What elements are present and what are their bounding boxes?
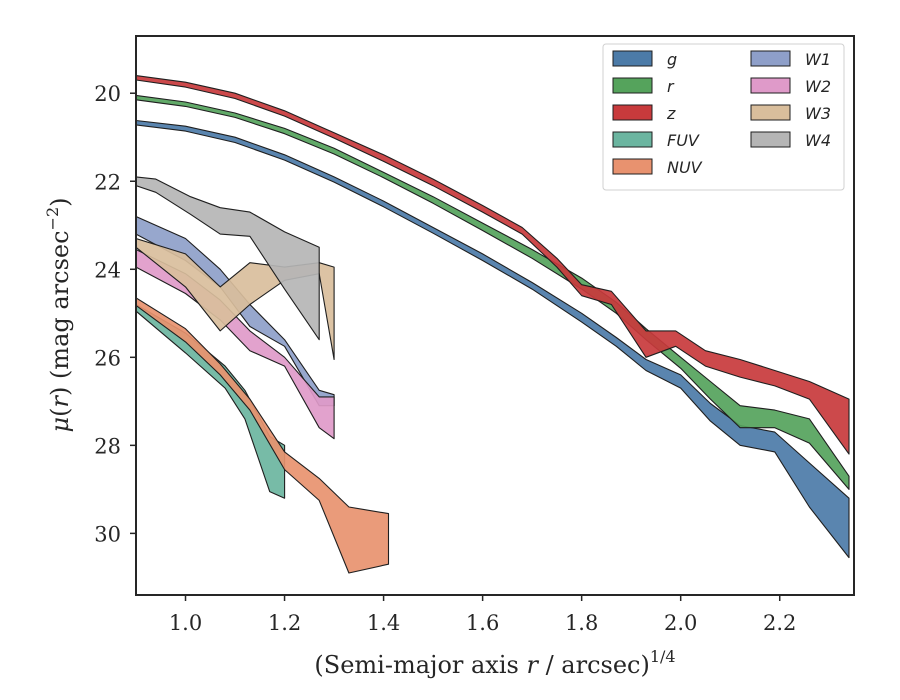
legend: grz FUV NUV W1 W2 W3 W4 (602, 43, 845, 191)
x-axis-label: (Semi-major axis r / arcsec)1/4 (314, 647, 675, 679)
y-axis-ticks: 20 22 24 26 28 30 (94, 82, 136, 546)
y-tick-label: 28 (94, 434, 121, 458)
legend-swatch (612, 104, 653, 121)
legend-item-w4: W4 (750, 131, 831, 150)
legend-swatch (750, 77, 791, 94)
series-band-w4 (136, 176, 320, 341)
legend-swatch (612, 131, 653, 148)
series-band-g (136, 119, 850, 559)
legend-label: r (667, 77, 675, 96)
plot-frame (135, 35, 855, 596)
legend-label: g (667, 50, 677, 69)
series-band-z (136, 75, 850, 455)
x-axis-ticks: 1.0 1.2 1.4 1.6 1.8 2.0 2.2 (169, 595, 796, 635)
legend-label: FUV (667, 131, 700, 150)
x-tick-label: 2.2 (763, 611, 796, 635)
legend-swatch (750, 104, 791, 121)
x-tick-label: 1.6 (466, 611, 499, 635)
x-tick-label: 1.8 (565, 611, 598, 635)
legend-swatch (750, 131, 791, 148)
legend-swatch (612, 158, 653, 175)
series-band-fuv (136, 303, 286, 499)
legend-swatch (612, 50, 653, 67)
y-tick-label: 26 (94, 346, 121, 370)
y-tick-label: 22 (94, 170, 121, 194)
x-tick-label: 1.0 (169, 611, 202, 635)
y-tick-label: 30 (94, 522, 121, 546)
legend-item-w3: W3 (750, 104, 831, 123)
legend-item-r: r (612, 77, 675, 96)
legend-item-g: g (612, 50, 677, 69)
legend-swatch (612, 77, 653, 94)
legend-swatch (750, 50, 791, 67)
series-band-r (136, 94, 850, 490)
legend-label: W2 (805, 77, 831, 96)
y-axis-label: μ(r) (mag arcsec−2) (43, 197, 74, 432)
series-bands (136, 75, 850, 574)
series-band-nuv (136, 297, 390, 574)
x-tick-label: 2.0 (664, 611, 697, 635)
legend-item-w1: W1 (750, 50, 831, 69)
legend-label: W4 (805, 131, 831, 150)
legend-item-fuv: FUV (612, 131, 700, 150)
legend-item-nuv: NUV (612, 158, 703, 177)
x-tick-label: 1.2 (268, 611, 301, 635)
x-tick-label: 1.4 (367, 611, 400, 635)
legend-item-z: z (612, 104, 676, 123)
y-tick-label: 20 (94, 82, 121, 106)
y-tick-label: 24 (94, 258, 121, 282)
legend-label: z (666, 104, 676, 123)
legend-item-w2: W2 (750, 77, 831, 96)
legend-label: NUV (667, 158, 703, 177)
legend-label: W3 (805, 104, 831, 123)
legend-label: W1 (805, 50, 831, 69)
